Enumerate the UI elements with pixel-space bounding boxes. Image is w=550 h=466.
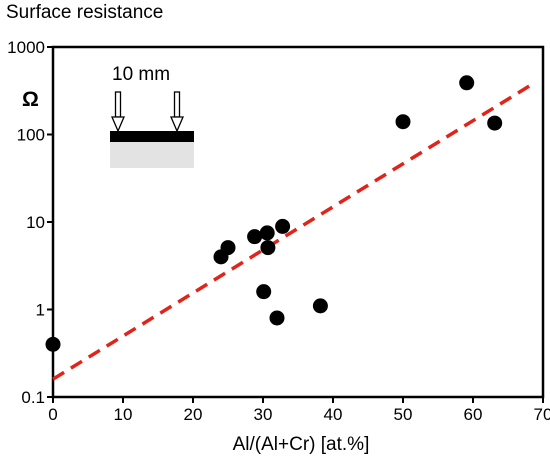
- x-tick-label: 20: [184, 405, 203, 424]
- x-tick-label: 50: [394, 405, 413, 424]
- data-point: [220, 240, 236, 256]
- axes: [51, 45, 545, 399]
- y-unit-label: Ω: [22, 88, 39, 111]
- substrate-layer: [110, 142, 194, 168]
- data-point: [256, 284, 272, 300]
- data-point: [45, 336, 61, 352]
- inset-label: 10 mm: [112, 64, 170, 85]
- x-tick-label: 10: [114, 405, 133, 424]
- x-tick-label: 70: [534, 405, 550, 424]
- x-tick-label: 30: [254, 405, 273, 424]
- fit-line-group: [52, 81, 536, 381]
- x-tick-label: 40: [324, 405, 343, 424]
- y-tick-label: 1000: [7, 38, 45, 57]
- x-tick-label: 0: [48, 405, 57, 424]
- x-tick-label: 60: [464, 405, 483, 424]
- data-point: [487, 115, 503, 131]
- measurement-inset: 10 mm: [110, 64, 194, 168]
- chart-title: Surface resistance: [6, 2, 164, 23]
- data-point: [275, 218, 291, 234]
- x-axis-label: Al/(Al+Cr) [at.%]: [233, 434, 370, 455]
- ticks: 0 10 20 30 40 50 60 70 0.1 1 10 100 1000: [7, 38, 550, 424]
- data-point: [269, 310, 285, 326]
- data-point: [459, 75, 475, 91]
- data-point: [247, 229, 263, 245]
- y-tick-label: 10: [26, 213, 45, 232]
- data-point: [260, 240, 276, 256]
- right-probe-arrow-icon: [170, 91, 184, 133]
- left-probe-arrow-icon: [111, 91, 125, 133]
- data-points: [45, 75, 503, 352]
- data-point: [259, 225, 275, 241]
- film-layer: [110, 131, 194, 142]
- fit-line: [52, 81, 536, 381]
- data-point: [312, 298, 328, 314]
- y-tick-label: 100: [17, 126, 45, 145]
- y-tick-label: 1: [36, 301, 45, 320]
- plot-frame: [51, 45, 545, 399]
- data-point: [395, 114, 411, 130]
- y-tick-label: 0.1: [21, 388, 45, 407]
